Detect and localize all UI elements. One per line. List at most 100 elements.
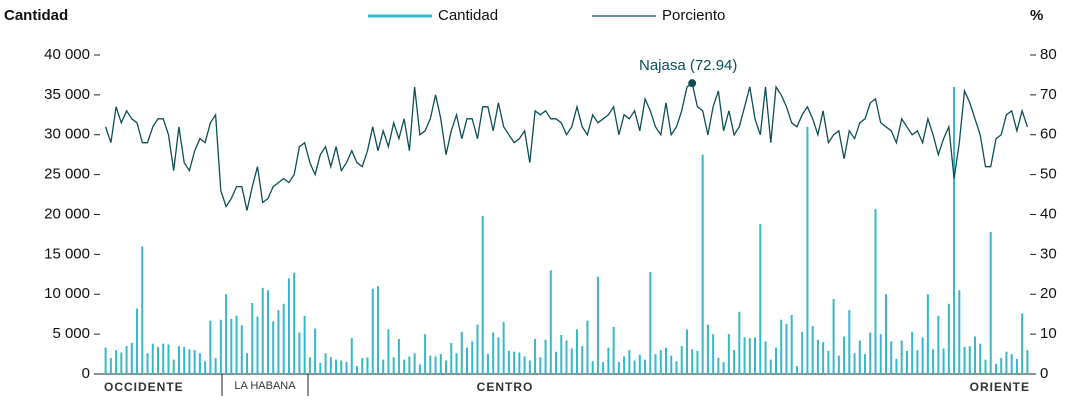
legend-label: Porciento [662, 7, 725, 24]
bar [314, 328, 317, 374]
bar [743, 337, 746, 374]
region-label: LA HABANA [234, 380, 296, 392]
bar [565, 340, 568, 374]
bar [136, 308, 139, 374]
bar [994, 363, 997, 374]
bar [586, 320, 589, 374]
bar [183, 346, 186, 374]
bar [335, 359, 338, 374]
bar [864, 354, 867, 374]
bar [156, 346, 159, 374]
bar [759, 224, 762, 374]
bar [172, 359, 175, 374]
bar [989, 232, 992, 374]
bar [125, 346, 128, 374]
bar [219, 319, 222, 374]
y2-tick-label: 80 [1040, 46, 1057, 63]
bar [272, 321, 275, 374]
y2-tick-label: 40 [1040, 205, 1057, 222]
y2-tick-label: 10 [1040, 325, 1057, 342]
bar [947, 303, 950, 374]
bar [968, 346, 971, 374]
y-tick-label: 35 000 [44, 86, 90, 103]
y2-axis-title: % [1030, 7, 1043, 24]
bar [434, 356, 437, 374]
bar [518, 352, 521, 374]
bar [801, 331, 804, 374]
bar [979, 343, 982, 374]
bar [591, 361, 594, 374]
bar [633, 360, 636, 374]
bar [822, 342, 825, 374]
bar [654, 354, 657, 374]
bar [974, 336, 977, 374]
y-tick-label: 15 000 [44, 245, 90, 262]
bar [539, 357, 542, 374]
bar [204, 361, 207, 374]
bar [146, 353, 149, 374]
bar [403, 359, 406, 374]
bar [418, 364, 421, 374]
bar [932, 349, 935, 374]
bar [371, 288, 374, 374]
bar [916, 350, 919, 374]
bar [612, 326, 615, 374]
bar [911, 331, 914, 374]
y2-tick-label: 30 [1040, 245, 1057, 262]
bar [549, 270, 552, 374]
bar [282, 303, 285, 374]
bar [429, 355, 432, 374]
bar [502, 322, 505, 374]
bar [754, 337, 757, 374]
bar [1015, 358, 1018, 374]
bar [769, 359, 772, 374]
bar [460, 331, 463, 374]
annotation-dot [688, 79, 697, 88]
bar [450, 342, 453, 374]
bar [1021, 313, 1024, 374]
y2-tick-label: 20 [1040, 285, 1057, 302]
bar [843, 336, 846, 374]
bar [670, 355, 673, 374]
bar [120, 352, 123, 374]
bar [617, 362, 620, 374]
bar [177, 346, 180, 374]
bar [340, 360, 343, 374]
bar [644, 359, 647, 374]
bar [685, 329, 688, 374]
bar [528, 360, 531, 374]
bar [581, 346, 584, 374]
bar [109, 358, 112, 374]
bar [523, 356, 526, 374]
bar [130, 342, 133, 374]
bar [303, 315, 306, 374]
bar [884, 294, 887, 374]
bar [507, 350, 510, 374]
bar [638, 354, 641, 374]
y2-tick-label: 50 [1040, 166, 1057, 183]
bar [602, 362, 605, 374]
bar [1026, 350, 1029, 374]
bar [256, 316, 259, 374]
bar [659, 350, 662, 374]
bar [1005, 351, 1008, 374]
bar [727, 334, 730, 374]
bar [513, 351, 516, 374]
bar [104, 347, 107, 374]
bar [869, 332, 872, 374]
bar [424, 334, 427, 374]
bar [790, 314, 793, 374]
bar [497, 337, 500, 374]
bar [738, 311, 741, 374]
bar [240, 325, 243, 374]
bar [361, 358, 364, 374]
annotation: Najasa (72.94) [639, 57, 737, 74]
bar [298, 332, 301, 374]
bar [277, 310, 280, 374]
bar [649, 271, 652, 374]
bar [151, 343, 154, 374]
bar [811, 326, 814, 374]
bar [408, 356, 411, 374]
bar [774, 347, 777, 374]
bar [246, 353, 249, 374]
